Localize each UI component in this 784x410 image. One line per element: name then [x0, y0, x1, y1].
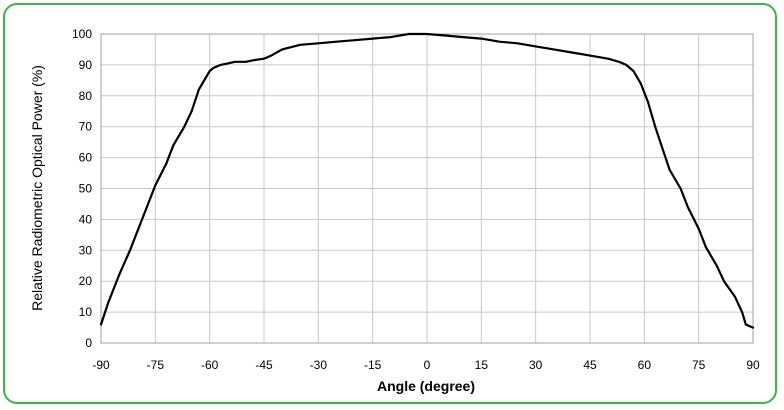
y-tick-label: 10 — [79, 305, 93, 319]
chart-frame — [3, 3, 777, 404]
x-tick-label: 60 — [638, 358, 652, 372]
x-tick-label: -15 — [364, 358, 382, 372]
x-tick-label: 0 — [424, 358, 431, 372]
y-tick-label: 90 — [79, 58, 93, 72]
x-tick-label: -45 — [255, 358, 273, 372]
y-axis-title: Relative Radiometric Optical Power (%) — [29, 65, 45, 311]
x-tick-label: 45 — [583, 358, 597, 372]
x-tick-label: 15 — [475, 358, 489, 372]
x-tick-label: -60 — [201, 358, 219, 372]
y-tick-label: 60 — [79, 151, 93, 165]
x-axis-title: Angle (degree) — [377, 378, 475, 394]
x-tick-label: 90 — [746, 358, 760, 372]
x-tick-label: -75 — [147, 358, 165, 372]
x-tick-label: 75 — [692, 358, 706, 372]
y-tick-label: 50 — [79, 182, 93, 196]
x-tick-label: -90 — [92, 358, 110, 372]
y-tick-label: 40 — [79, 212, 93, 226]
grid-lines — [100, 33, 754, 344]
x-tick-label: 30 — [529, 358, 543, 372]
y-tick-label: 100 — [72, 27, 92, 41]
y-tick-label: 20 — [79, 274, 93, 288]
x-tick-labels: -90 -75 -60 -45 -30 -15 0 15 30 45 60 75 90 — [92, 358, 760, 372]
y-tick-label: 30 — [79, 243, 93, 257]
series-layer — [99, 32, 755, 329]
y-tick-labels: 0 10 20 30 40 50 60 70 80 90 100 — [72, 27, 92, 350]
series-line — [99, 32, 755, 329]
y-tick-label: 80 — [79, 89, 93, 103]
y-tick-label: 70 — [79, 120, 93, 134]
x-tick-label: -30 — [310, 358, 328, 372]
y-tick-label: 0 — [85, 336, 92, 350]
